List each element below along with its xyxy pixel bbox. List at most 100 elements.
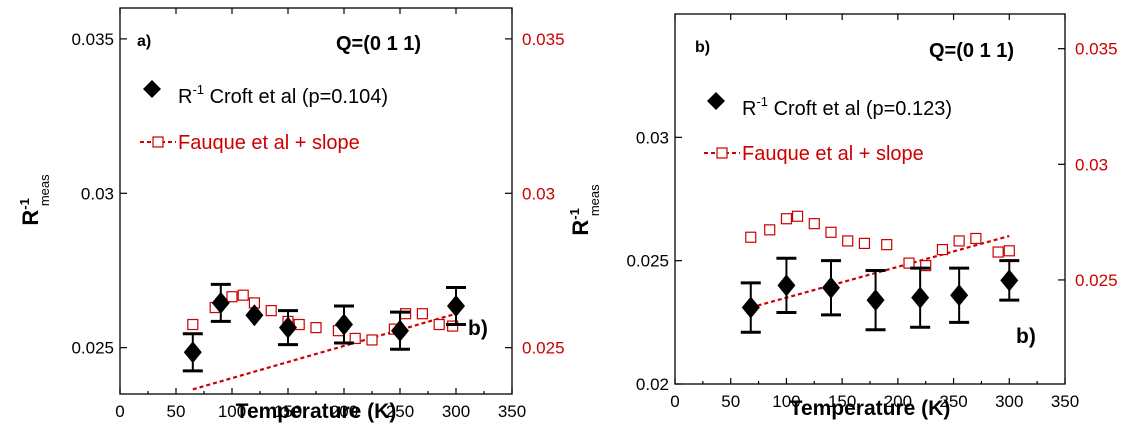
fauque-point [237,289,249,301]
legend-marker-diamond [707,92,725,110]
fauque-point [920,260,932,272]
y-axis-title: R-1 meas [17,174,52,226]
x-tick-label: 0 [670,392,679,411]
croft-point [911,286,930,309]
x-axis-title: Temperature (K) [236,400,397,423]
x-axis-title: Temperature (K) [790,397,951,420]
croft-point [211,291,230,314]
fauque-point [745,231,757,243]
y-axis-title-base: R [568,220,593,236]
fauque-point [858,237,871,249]
croft-point [741,296,760,319]
fauque-point [825,226,837,238]
legend-label-croft-sup: -1 [756,94,768,109]
fauque-point [310,322,322,334]
fauque-point [416,308,428,320]
q-vector-annotation: Q=(0 1 1) [929,40,1014,62]
x-tick-label: 50 [721,392,740,411]
croft-point [777,274,796,297]
croft-point [866,289,885,312]
y-axis-title: R-1 meas [567,184,602,236]
y-tick-label: 0.03 [636,128,669,147]
x-tick-label: 50 [167,402,186,421]
x-tick-label: 300 [442,402,470,421]
y2-tick-label: 0.03 [1075,155,1108,174]
x-tick-label: 0 [115,402,124,421]
croft-point [335,313,353,336]
y-axis-title-sup: -1 [567,208,582,220]
corner-label: b) [468,317,488,340]
y-axis-title-base: R [18,210,43,226]
x-tick-label: 350 [498,402,526,421]
y-axis-title-sub: meas [587,184,602,216]
fauque-point [992,246,1004,258]
fauque-point [780,213,793,225]
fauque-point [764,224,776,236]
fauque-point [791,210,804,222]
fauque-point [349,332,361,345]
y2-tick-label: 0.035 [522,30,565,49]
x-tick-label: 100 [218,402,246,421]
x-tick-label: 350 [1051,392,1079,411]
y-tick-label: 0.03 [81,184,114,203]
x-tick-label: 250 [386,402,414,421]
x-tick-label: 300 [995,392,1023,411]
y-axis-title-sup: -1 [17,198,32,210]
croft-point [447,294,465,317]
fauque-point [953,235,965,247]
fauque-point [903,257,915,269]
panel-a: 0 50 100 150 200 250 300 350 0.025 0.03 0.035 0.025… [17,7,565,423]
fauque-point [881,239,893,251]
legend-label-croft: R-1 Croft et al (p=0.123) [742,94,952,120]
legend-marker-diamond [143,80,161,98]
fauque-point [366,334,378,346]
y2-tick-label: 0.03 [522,184,555,203]
x-tick-label: 150 [828,392,856,411]
croft-point [1000,269,1019,292]
legend-label-croft-sup: -1 [192,82,204,97]
x-tick-label: 200 [330,402,358,421]
plot-frame [119,7,513,395]
y-tick-label: 0.02 [636,375,669,394]
y2-tick-label: 0.025 [1075,271,1118,290]
croft-point [245,304,264,327]
panel-label: a) [137,33,151,50]
legend-label-croft-base: R [178,86,192,108]
y-axis-title-sub: meas [37,174,52,206]
legend-label-fauque: Fauque et al + slope [742,143,924,165]
croft-point [183,341,202,364]
fauque-point [433,318,445,331]
y-tick-label: 0.035 [71,30,114,49]
fauque-point [842,235,854,247]
fauque-point [1003,245,1015,257]
corner-label: b) [1016,325,1036,348]
fauque-point [808,218,820,230]
x-tick-label: 250 [939,392,967,411]
croft-point [279,316,297,339]
fauque-point [447,320,459,332]
croft-point [822,276,840,299]
legend-label-croft: R-1 Croft et al (p=0.104) [178,82,388,108]
panel-label: b) [695,39,710,56]
legend-label-croft-text: Croft et al (p=0.123) [768,98,952,120]
y-tick-label: 0.025 [626,252,669,271]
fauque-point [936,243,949,256]
fauque-point [187,318,199,331]
legend-marker-square [716,147,728,159]
slope-line [192,312,457,391]
legend-label-croft-text: Croft et al (p=0.104) [204,86,388,108]
x-tick-label: 100 [772,392,800,411]
y2-tick-label: 0.035 [1075,40,1118,59]
x-tick-label: 150 [274,402,302,421]
croft-point [950,284,969,307]
y-tick-label: 0.025 [71,339,114,358]
fauque-point [265,305,277,317]
croft-point [391,319,409,342]
fauque-point [226,291,238,303]
legend-marker-square [152,136,164,148]
panel-b: 0 50 100 150 200 250 300 350 0.02 0.025 0.03 0.025 0… [567,13,1118,420]
y2-tick-label: 0.025 [522,339,565,358]
fauque-point [400,308,412,320]
fauque-point [970,232,982,245]
